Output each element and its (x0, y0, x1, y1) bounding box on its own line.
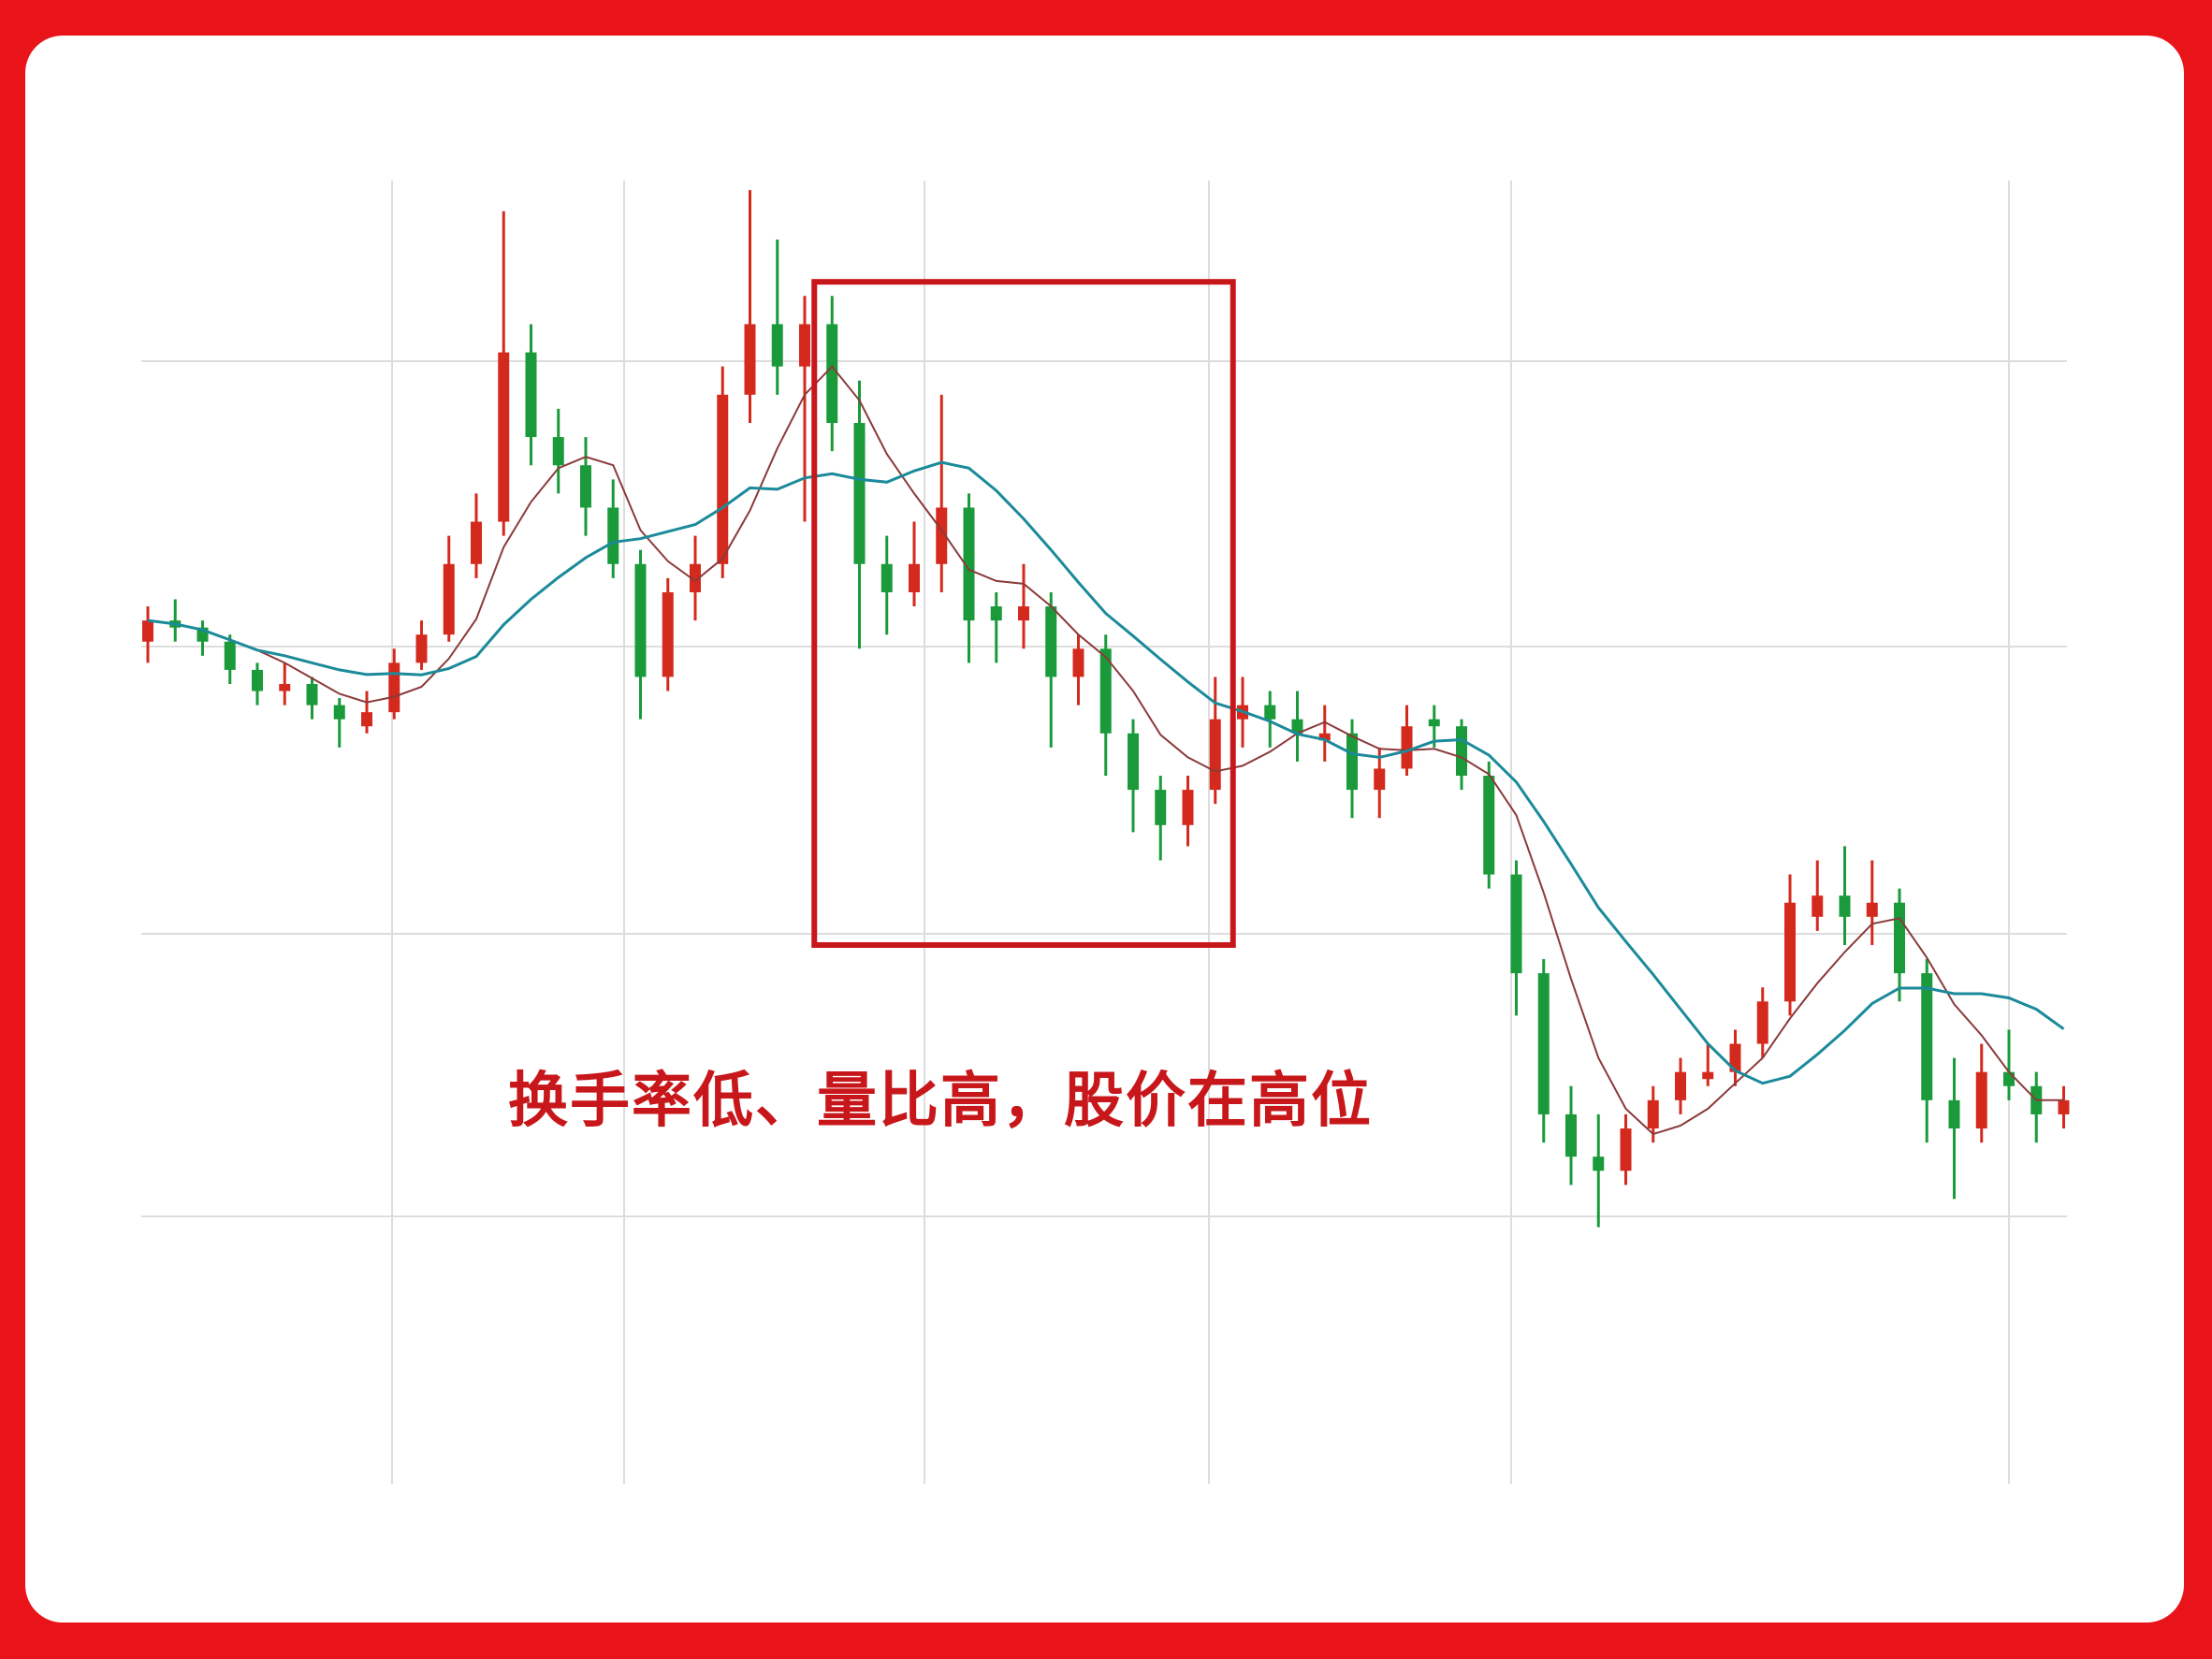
candle-body (990, 606, 1002, 621)
candle-body (771, 324, 783, 367)
candle-body (1702, 1071, 1714, 1080)
candle-body (1346, 733, 1358, 791)
candle-body (607, 507, 619, 564)
highlight-box (811, 279, 1236, 948)
candle-body (471, 521, 482, 564)
candle-body (388, 662, 400, 713)
candle-body (443, 563, 455, 635)
candle-body (306, 683, 318, 706)
candle-body (2058, 1099, 2070, 1114)
candle-body (333, 705, 345, 720)
candle-body (744, 324, 756, 395)
candle-body (415, 634, 428, 663)
candle-body (880, 563, 893, 592)
candle-body (1374, 768, 1386, 791)
candle-body (1456, 726, 1467, 776)
candle-body (1072, 648, 1084, 677)
candle-body (1620, 1128, 1632, 1171)
candle-body (1128, 733, 1139, 791)
candle-body (224, 641, 236, 670)
candle-body (1975, 1071, 1987, 1128)
candle-body (1839, 895, 1851, 917)
candle-body (853, 423, 866, 564)
candle-body (1537, 973, 1550, 1114)
candle-body (1264, 705, 1276, 720)
candle-body (525, 352, 537, 438)
candle-body (1510, 874, 1522, 974)
candle-body (662, 591, 674, 677)
candle-body (1756, 1001, 1768, 1044)
candle-body (909, 563, 920, 592)
candle-body (1045, 606, 1057, 677)
candle-body (1565, 1113, 1577, 1157)
candle-body (580, 465, 591, 508)
candle-body (552, 437, 564, 466)
candle-body (1729, 1043, 1741, 1072)
candle-body (1182, 790, 1194, 825)
candle-body (1318, 733, 1331, 741)
candle-body (1291, 719, 1303, 734)
candle-body (799, 324, 810, 367)
candle-body (1866, 902, 1878, 917)
candle-body (1812, 895, 1824, 917)
candle-body (1018, 606, 1029, 621)
candle-body (252, 669, 263, 691)
candle-body (936, 507, 948, 564)
candle-body (717, 394, 729, 564)
candle-body (498, 352, 510, 522)
candle-body (142, 620, 153, 642)
candle-body (279, 683, 291, 691)
candle-body (1483, 776, 1495, 875)
candle-body (1209, 719, 1221, 791)
candle-body (963, 507, 975, 621)
candle-body (1428, 719, 1440, 727)
candle-body (1784, 902, 1796, 1002)
chart-card (25, 36, 2184, 1623)
candle-body (826, 324, 838, 423)
candle-body (1401, 726, 1413, 769)
candle-body (361, 712, 372, 727)
candle-body (690, 563, 701, 592)
moving-average-10 (147, 460, 2065, 1085)
candle-body (1894, 902, 1905, 974)
chart-annotation: 换手率低、量比高，股价在高位 (508, 1067, 1373, 1136)
candle-body (634, 563, 647, 677)
candle-body (1675, 1071, 1686, 1100)
candle-body (1921, 973, 1933, 1100)
candle-body (1593, 1157, 1605, 1171)
candle-body (1948, 1099, 1960, 1128)
candle-body (1099, 648, 1112, 734)
candle-body (1155, 790, 1167, 825)
candle-body (1647, 1099, 1659, 1128)
candle-body (2003, 1071, 2015, 1086)
